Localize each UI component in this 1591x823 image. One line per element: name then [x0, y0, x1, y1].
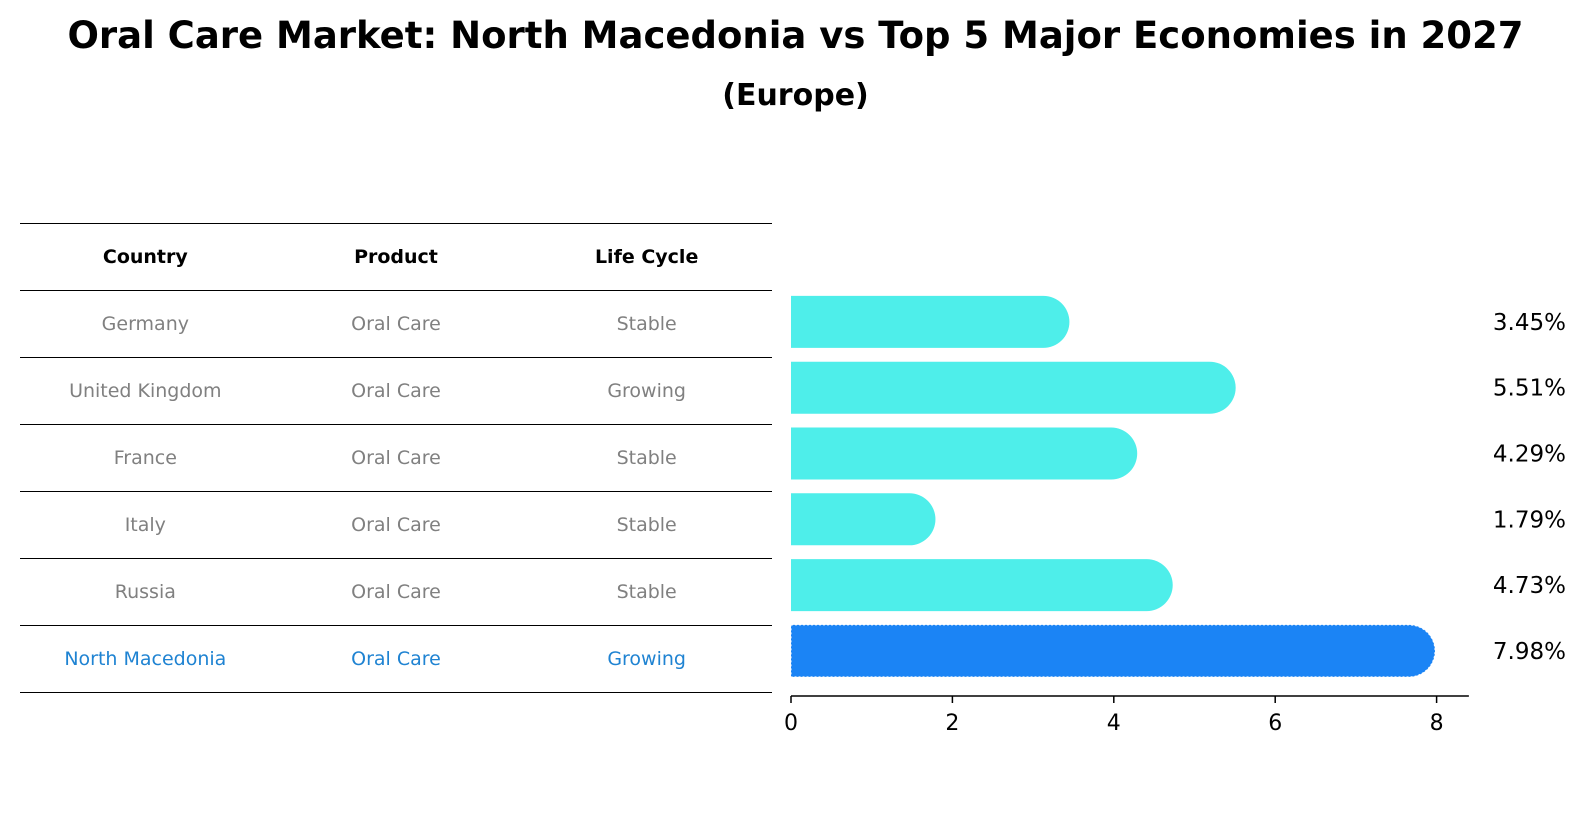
bar-value-label: 4.29% — [1493, 442, 1566, 468]
cell-product: Oral Care — [270, 290, 522, 358]
bar-value-label: 5.51% — [1493, 376, 1566, 402]
bar — [791, 493, 936, 546]
table-row: Russia Oral Care Stable — [20, 558, 772, 626]
bar-value-label: 7.98% — [1493, 639, 1566, 665]
bar-highlighted — [790, 624, 1436, 678]
cell-life-cycle: Growing — [521, 625, 772, 693]
cell-country: France — [20, 424, 271, 492]
cell-country: United Kingdom — [20, 357, 271, 425]
bar-value-label: 1.79% — [1493, 507, 1566, 533]
x-tick-label: 8 — [1430, 711, 1444, 736]
table-row: United Kingdom Oral Care Growing — [20, 357, 772, 425]
data-table: Country Product Life Cycle Germany Oral … — [20, 223, 772, 693]
x-tick-label: 4 — [1107, 711, 1121, 736]
table-header-row: Country Product Life Cycle — [20, 223, 772, 291]
bar-value-label: 3.45% — [1493, 310, 1566, 336]
table-row: Italy Oral Care Stable — [20, 491, 772, 559]
chart-subtitle: (Europe) — [722, 78, 869, 113]
cell-life-cycle: Stable — [521, 491, 772, 559]
cell-life-cycle: Growing — [521, 357, 772, 425]
table-row: France Oral Care Stable — [20, 424, 772, 492]
table-row: Germany Oral Care Stable — [20, 290, 772, 358]
header-life-cycle: Life Cycle — [521, 223, 772, 291]
bar — [791, 559, 1173, 612]
cell-product: Oral Care — [270, 625, 522, 693]
cell-country: North Macedonia — [20, 625, 271, 693]
header-country: Country — [20, 223, 271, 291]
cell-life-cycle: Stable — [521, 290, 772, 358]
cell-country: Germany — [20, 290, 271, 358]
bar-value-label: 4.73% — [1493, 573, 1566, 599]
header-product: Product — [270, 223, 522, 291]
x-tick-label: 6 — [1268, 711, 1282, 736]
chart-title: Oral Care Market: North Macedonia vs Top… — [67, 14, 1524, 57]
cell-product: Oral Care — [270, 491, 522, 559]
bar — [791, 295, 1070, 348]
cell-life-cycle: Stable — [521, 424, 772, 492]
bar — [791, 427, 1138, 480]
cell-product: Oral Care — [270, 357, 522, 425]
cell-country: Italy — [20, 491, 271, 559]
table-row-highlighted: North Macedonia Oral Care Growing — [20, 625, 772, 693]
cell-country: Russia — [20, 558, 271, 626]
country-table: Country Product Life Cycle Germany Oral … — [20, 223, 772, 693]
x-tick-label: 0 — [784, 711, 798, 736]
bar — [791, 361, 1236, 414]
x-tick-label: 2 — [945, 711, 959, 736]
cell-life-cycle: Stable — [521, 558, 772, 626]
